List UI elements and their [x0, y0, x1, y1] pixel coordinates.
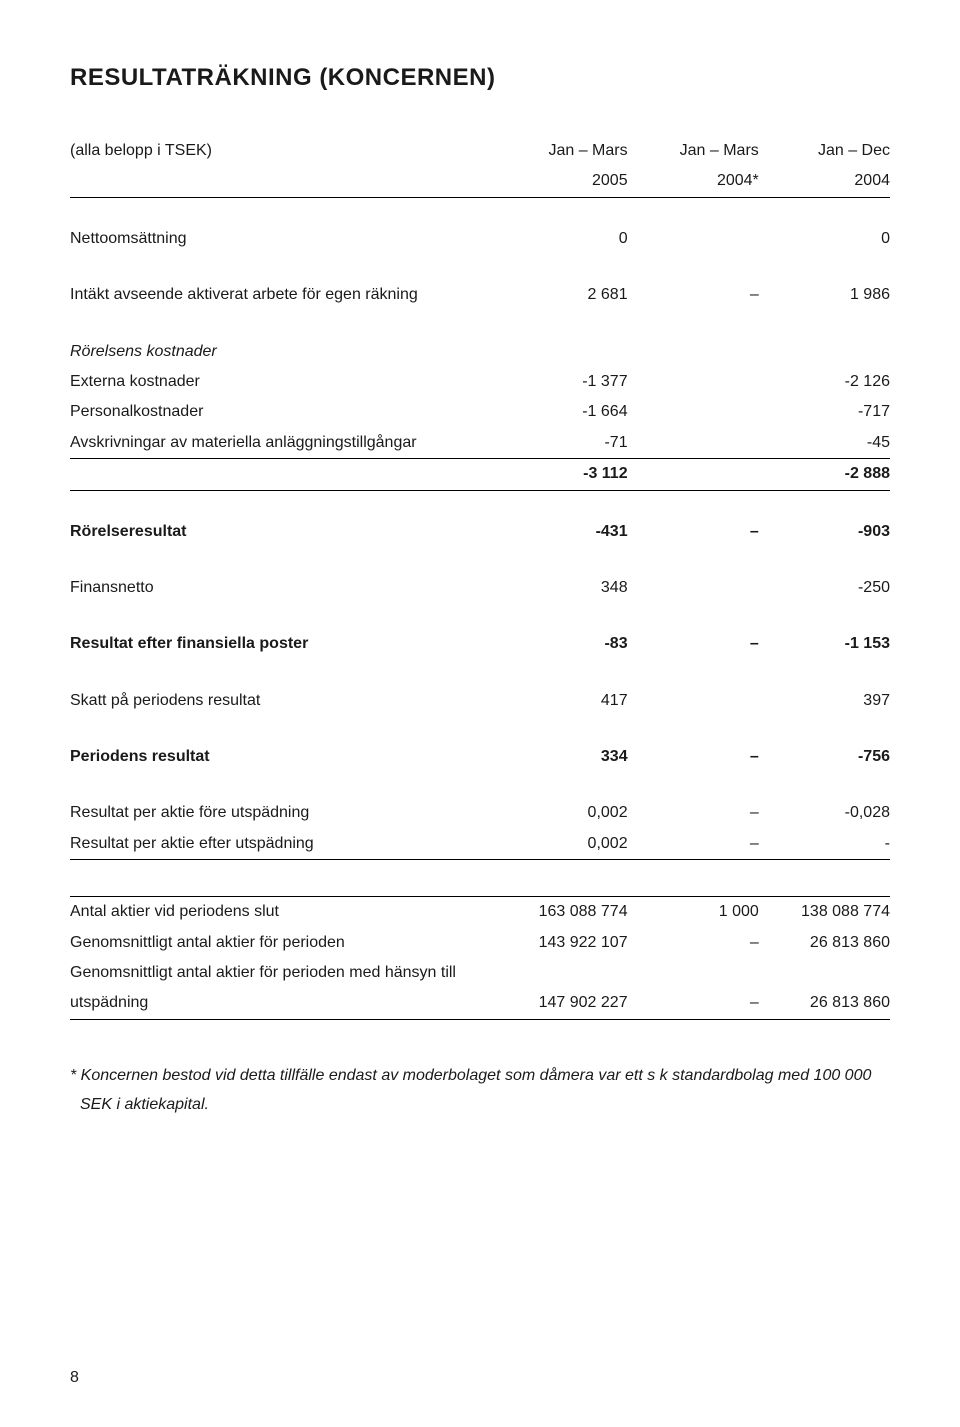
table-row: Finansnetto 348 -250	[70, 573, 890, 603]
spacer	[70, 860, 890, 897]
subtotal-row: Resultat efter finansiella poster -83 – …	[70, 629, 890, 659]
table-row: Personalkostnader -1 664 -717	[70, 397, 890, 427]
header-c-line1: Jan – Dec	[759, 136, 890, 166]
table-header-row-2: 2005 2004* 2004	[70, 166, 890, 197]
table-row: Skatt på periodens resultat 417 397	[70, 686, 890, 716]
header-a-line2: 2005	[496, 166, 627, 197]
table-row: Antal aktier vid periodens slut 163 088 …	[70, 897, 890, 928]
spacer	[70, 254, 890, 280]
table-row: Externa kostnader -1 377 -2 126	[70, 367, 890, 397]
total-row: Periodens resultat 334 – -756	[70, 742, 890, 772]
spacer	[70, 716, 890, 742]
spacer	[70, 547, 890, 573]
section-header-row: Rörelsens kostnader	[70, 337, 890, 367]
footnote: * Koncernen bestod vid detta tillfälle e…	[70, 1062, 890, 1120]
table-row: Intäkt avseende aktiverat arbete för ege…	[70, 280, 890, 310]
spacer	[70, 490, 890, 517]
spacer	[70, 603, 890, 629]
table-row: Nettoomsättning 0 0	[70, 224, 890, 254]
header-c-line2: 2004	[759, 166, 890, 197]
table-row: Genomsnittligt antal aktier för perioden…	[70, 928, 890, 958]
income-statement-table: (alla belopp i TSEK) Jan – Mars Jan – Ma…	[70, 136, 890, 1020]
spacer	[70, 197, 890, 224]
table-header-row-1: (alla belopp i TSEK) Jan – Mars Jan – Ma…	[70, 136, 890, 166]
spacer	[70, 660, 890, 686]
spacer	[70, 311, 890, 337]
subtotal-row: Rörelseresultat -431 – -903	[70, 517, 890, 547]
table-row: Genomsnittligt antal aktier för perioden…	[70, 958, 890, 1019]
header-a-line1: Jan – Mars	[496, 136, 627, 166]
table-row: Avskrivningar av materiella anläggningst…	[70, 428, 890, 459]
header-b-line1: Jan – Mars	[628, 136, 759, 166]
page-title: RESULTATRÄKNING (KONCERNEN)	[70, 64, 890, 92]
table-row: Resultat per aktie före utspädning 0,002…	[70, 798, 890, 828]
spacer	[70, 772, 890, 798]
header-label: (alla belopp i TSEK)	[70, 136, 496, 166]
table-row: Resultat per aktie efter utspädning 0,00…	[70, 829, 890, 860]
page: RESULTATRÄKNING (KONCERNEN) (alla belopp…	[0, 0, 960, 1427]
subtotal-row: -3 112 -2 888	[70, 459, 890, 490]
header-b-line2: 2004*	[628, 166, 759, 197]
page-number: 8	[70, 1369, 79, 1387]
